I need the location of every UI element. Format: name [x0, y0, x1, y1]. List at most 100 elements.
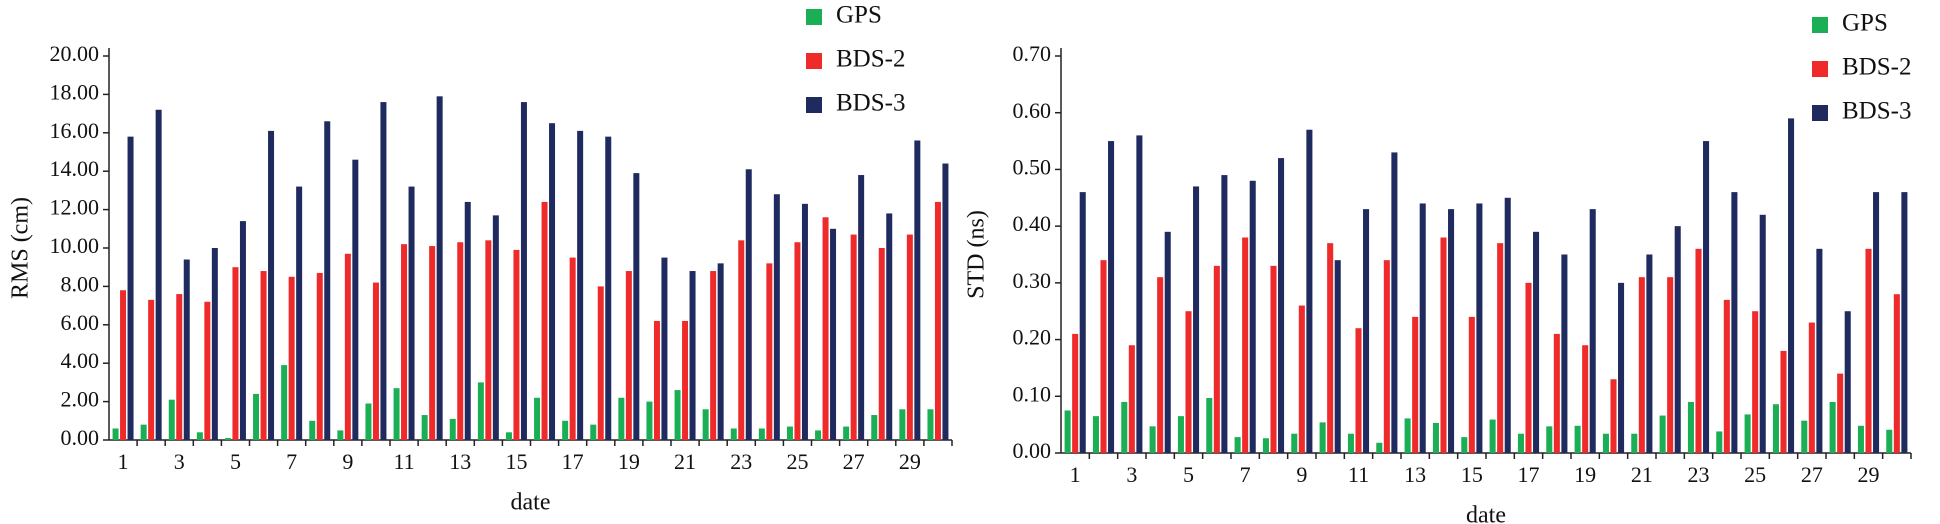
bar: [401, 244, 408, 440]
bar: [730, 428, 737, 440]
legend-swatch: [1812, 105, 1828, 121]
bar: [281, 365, 288, 440]
bar: [886, 213, 893, 440]
bar: [1306, 129, 1313, 453]
bar: [253, 393, 260, 440]
bar: [738, 240, 745, 440]
x-tick-label: 13: [449, 449, 471, 474]
bar: [605, 136, 612, 440]
bar: [1347, 433, 1354, 453]
x-tick-label: 11: [1348, 462, 1369, 487]
bar: [1355, 328, 1362, 453]
y-tick-label: 14.00: [50, 156, 100, 181]
bar: [1602, 433, 1609, 453]
y-tick-label: 16.00: [50, 118, 100, 143]
x-tick-label: 23: [1688, 462, 1710, 487]
bar: [140, 424, 147, 440]
legend-swatch: [806, 97, 822, 113]
y-tick-label: 6.00: [61, 310, 100, 335]
bar: [296, 186, 303, 440]
bar: [1687, 401, 1694, 453]
legend-swatch: [1812, 61, 1828, 77]
x-tick-label: 19: [1574, 462, 1596, 487]
bar: [492, 215, 499, 440]
bar: [689, 271, 696, 440]
bar: [520, 102, 527, 440]
x-tick-label: 17: [1518, 462, 1540, 487]
bar: [1291, 433, 1298, 453]
bar: [352, 159, 359, 440]
bar: [344, 253, 351, 440]
y-tick-label: 18.00: [50, 79, 100, 104]
y-tick-label: 0.70: [1013, 41, 1052, 66]
bar: [569, 257, 576, 440]
bar: [365, 403, 372, 440]
bar: [1461, 437, 1468, 453]
bar: [1525, 282, 1532, 453]
x-axis-label: date: [511, 490, 551, 516]
bar: [1857, 425, 1864, 453]
legend-label: BDS-2: [1842, 54, 1911, 81]
bar: [1072, 333, 1079, 453]
y-tick-label: 0.10: [1013, 381, 1052, 406]
bar: [1327, 243, 1334, 453]
bar: [1610, 379, 1617, 453]
bar: [477, 382, 484, 440]
legend-label: GPS: [836, 2, 882, 29]
bar: [1128, 345, 1135, 453]
x-tick-label: 23: [730, 449, 752, 474]
bar: [1419, 203, 1426, 453]
bar: [429, 246, 436, 440]
bar: [1589, 209, 1596, 453]
bar: [1108, 141, 1115, 454]
legend-swatch: [806, 9, 822, 25]
bar: [1391, 152, 1398, 453]
bar: [1092, 416, 1099, 453]
bar: [1476, 203, 1483, 453]
x-tick-label: 21: [1631, 462, 1653, 487]
bar: [1468, 316, 1475, 453]
bar: [1440, 237, 1447, 453]
bar: [1674, 226, 1681, 453]
y-tick-label: 4.00: [61, 348, 100, 373]
bar: [127, 136, 134, 440]
bar: [625, 271, 632, 440]
bar: [590, 424, 597, 440]
bar: [464, 201, 471, 440]
bar: [513, 249, 520, 440]
bar: [618, 397, 625, 440]
bar: [1638, 277, 1645, 453]
bar: [393, 388, 400, 440]
bar: [1886, 429, 1893, 453]
y-tick-label: 8.00: [61, 271, 100, 296]
bar: [1262, 438, 1269, 453]
bar: [801, 203, 808, 440]
bar: [1667, 277, 1674, 453]
bar: [1759, 214, 1766, 453]
bar: [745, 169, 752, 440]
bar: [120, 290, 127, 440]
x-tick-label: 3: [174, 449, 185, 474]
x-tick-label: 25: [1744, 462, 1766, 487]
bar: [1561, 254, 1568, 453]
bar: [1801, 420, 1808, 453]
bar: [1772, 404, 1779, 453]
bar: [1703, 141, 1710, 454]
bar: [674, 390, 681, 440]
bar: [1631, 433, 1638, 453]
bar: [1412, 316, 1419, 453]
bar: [661, 257, 668, 440]
bar: [1816, 248, 1823, 453]
bar: [260, 271, 267, 440]
bar: [1383, 260, 1390, 453]
x-tick-label: 9: [1296, 462, 1307, 487]
bar: [858, 175, 865, 441]
bar: [1497, 243, 1504, 453]
bar: [232, 267, 239, 440]
legend-swatch: [806, 53, 822, 69]
y-tick-label: 0.60: [1013, 98, 1052, 123]
bar: [155, 109, 162, 440]
y-axis-label: STD (ns): [964, 210, 990, 299]
bar: [421, 415, 428, 440]
bar: [717, 263, 724, 440]
